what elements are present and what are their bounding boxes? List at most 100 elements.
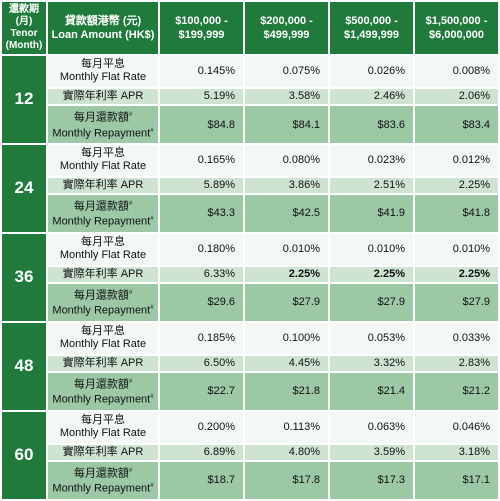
band-header-line1: $100,000 - <box>175 15 228 27</box>
apr-value: 5.89% <box>160 177 243 194</box>
band-header-line2: $199,999 <box>178 29 225 41</box>
flat-rate-value: 0.010% <box>245 233 328 265</box>
repayment-label: 每月還款額# Monthly Repayment# <box>48 195 158 232</box>
apr-value: 2.25% <box>415 266 498 282</box>
repayment-row: 每月還款額# Monthly Repayment# $18.7 $17.8 $1… <box>2 461 498 499</box>
apr-value: 6.89% <box>160 444 243 460</box>
band-header-line2: $499,999 <box>263 29 310 41</box>
apr-value: 4.45% <box>245 355 328 371</box>
band-header-line1: $200,000 - <box>260 15 313 27</box>
footnote-mark: # <box>150 483 154 490</box>
repayment-label-cn: 每月還款額 <box>73 200 129 213</box>
repayment-label: 每月還款額 # Monthly Repayment# <box>48 461 158 499</box>
flat-rate-value: 0.180% <box>160 233 243 265</box>
table-body: 12 每月平息 Monthly Flat Rate 0.145% 0.075% … <box>2 56 498 499</box>
repayment-value: $17.1 <box>415 461 498 499</box>
repayment-label: 每月還款額# Monthly Repayment# <box>48 372 158 410</box>
flat-rate-label-en: Monthly Flat Rate <box>59 249 147 262</box>
loan-amount-header: 貸款額港幣 (元) Loan Amount (HK$) <box>48 2 158 54</box>
repayment-label-cn: 每月還款額 <box>73 289 129 302</box>
apr-value: 6.33% <box>160 266 243 282</box>
band-header-1: $100,000 - $199,999 <box>160 2 243 54</box>
repayment-label-en-line: Monthly Repayment# <box>48 213 158 229</box>
tenor-cell: 12 <box>2 56 46 143</box>
band-header-line2: $1,499,999 <box>343 29 400 41</box>
repayment-label-cn-line: 每月還款額# <box>48 287 158 303</box>
repayment-value: $22.7 <box>160 372 243 410</box>
flat-rate-value: 0.185% <box>160 322 243 354</box>
flat-rate-value: 0.053% <box>330 322 413 354</box>
footnote-mark: # <box>150 305 154 312</box>
flat-rate-label-cn: 每月平息 <box>81 236 125 249</box>
flat-rate-value: 0.063% <box>330 411 413 443</box>
apr-value: 3.32% <box>330 355 413 371</box>
footnote-mark: # <box>150 394 154 401</box>
repayment-row: 每月還款額# Monthly Repayment# $29.6 $27.9 $2… <box>2 284 498 321</box>
flat-rate-label-cn: 每月平息 <box>81 58 125 71</box>
flat-rate-value: 0.080% <box>245 144 328 176</box>
repayment-value: $41.9 <box>330 195 413 232</box>
flat-rate-value: 0.023% <box>330 144 413 176</box>
repayment-label-en: Monthly Repayment <box>52 394 151 407</box>
flat-rate-value: 0.165% <box>160 144 243 176</box>
flat-rate-value: 0.100% <box>245 322 328 354</box>
repayment-value: $21.4 <box>330 372 413 410</box>
apr-row: 實際年利率 APR 5.19% 3.58% 2.46% 2.06% <box>2 88 498 105</box>
repayment-label-en: Monthly Repayment <box>52 483 151 496</box>
tenor-header-paren: (月) <box>15 16 33 27</box>
repayment-value: $29.6 <box>160 284 243 321</box>
footnote-mark: # <box>150 216 154 223</box>
flat-rate-label: 每月平息 Monthly Flat Rate <box>48 144 158 176</box>
flat-rate-row: 48 每月平息 Monthly Flat Rate 0.185% 0.100% … <box>2 322 498 410</box>
footnote-mark: # <box>150 127 154 134</box>
apr-value: 2.25% <box>245 266 328 282</box>
repayment-label-cn-line: 每月還款額# <box>48 109 158 125</box>
repayment-label: 每月還款額# Monthly Repayment# <box>48 284 158 321</box>
repayment-label: 每月還款額# Monthly Repayment# <box>48 106 158 143</box>
apr-value: 6.50% <box>160 355 243 371</box>
tenor-header: 還款期 (月) Tenor (Month) <box>2 2 46 54</box>
repayment-label-cn: 每月還款額 <box>73 111 129 124</box>
repayment-value: $27.9 <box>330 284 413 321</box>
tenor-cell: 24 <box>2 144 46 232</box>
footnote-mark: # <box>128 111 133 118</box>
repayment-value: $21.2 <box>415 372 498 410</box>
flat-rate-value: 0.200% <box>160 411 243 443</box>
apr-value: 3.58% <box>245 88 328 105</box>
flat-rate-label-en: Monthly Flat Rate <box>59 427 147 440</box>
flat-rate-value: 0.075% <box>245 56 328 87</box>
band-header-2: $200,000 - $499,999 <box>245 2 328 54</box>
flat-rate-row: 12 每月平息 Monthly Flat Rate 0.145% 0.075% … <box>2 56 498 143</box>
apr-label: 實際年利率 APR <box>48 444 158 460</box>
repayment-value: $17.3 <box>330 461 413 499</box>
flat-rate-label: 每月平息 Monthly Flat Rate <box>48 233 158 265</box>
apr-value: 2.06% <box>415 88 498 105</box>
repayment-label-en: Monthly Repayment <box>52 127 151 140</box>
repayment-row: 每月還款額# Monthly Repayment# $43.3 $42.5 $4… <box>2 195 498 232</box>
apr-row: 實際年利率 APR 6.89% 4.80% 3.59% 3.18% <box>2 444 498 460</box>
repayment-label-en-line: Monthly Repayment# <box>48 480 158 496</box>
header-row: 還款期 (月) Tenor (Month) 貸款額港幣 (元) Loan Amo… <box>2 2 498 54</box>
flat-rate-value: 0.026% <box>330 56 413 87</box>
repayment-label-cn: 每月還款額 <box>73 467 129 480</box>
repayment-label-cn-line: 每月還款額# <box>48 198 158 214</box>
repayment-row: 每月還款額# Monthly Repayment# $84.8 $84.1 $8… <box>2 106 498 143</box>
repayment-value: $84.1 <box>245 106 328 143</box>
apr-value: 4.80% <box>245 444 328 460</box>
repayment-label-cn-line: 每月還款額# <box>48 376 158 392</box>
repayment-value: $84.8 <box>160 106 243 143</box>
band-header-line1: $1,500,000 - <box>425 15 488 27</box>
repayment-label-en-line: Monthly Repayment# <box>48 302 158 318</box>
tenor-header-en: Tenor <box>10 28 38 39</box>
footnote-mark: # <box>128 289 133 296</box>
repayment-label-en-line: Monthly Repayment# <box>48 125 158 141</box>
footnote-mark: # <box>128 378 133 385</box>
apr-value: 2.83% <box>415 355 498 371</box>
band-header-line2: $6,000,000 <box>428 29 485 41</box>
flat-rate-label: 每月平息 Monthly Flat Rate <box>48 322 158 354</box>
flat-rate-label-cn: 每月平息 <box>81 325 125 338</box>
flat-rate-label: 每月平息 Monthly Flat Rate <box>48 56 158 87</box>
apr-label: 實際年利率 APR <box>48 88 158 105</box>
apr-value: 3.18% <box>415 444 498 460</box>
footnote-mark: # <box>128 200 133 207</box>
